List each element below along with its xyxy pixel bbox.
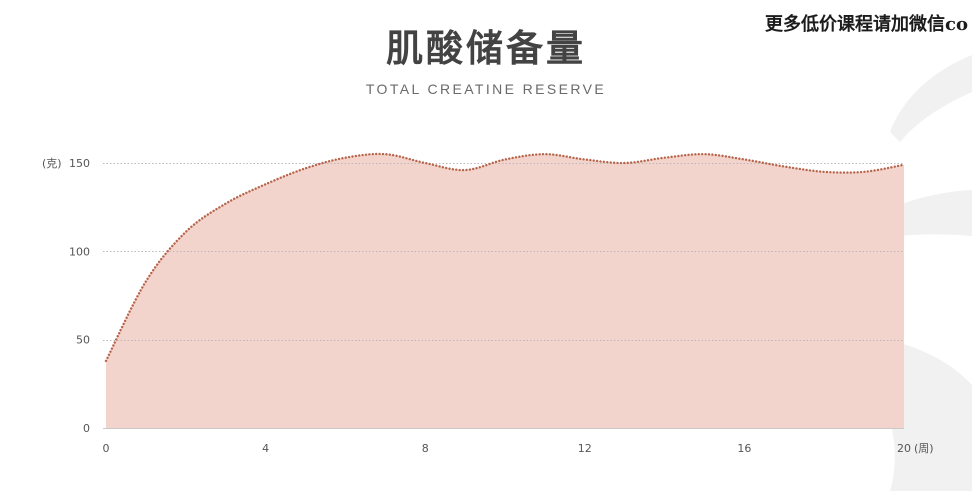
- series-area: [106, 153, 904, 429]
- watermark-text: 更多低价课程请加微信co: [765, 14, 968, 35]
- x-tick-label: 12: [578, 442, 592, 455]
- series-line: [104, 152, 906, 363]
- chart-title: 肌酸储备量: [386, 27, 586, 70]
- y-tick-label: 100: [69, 245, 90, 258]
- y-axis-unit-label: (克): [42, 157, 62, 170]
- grid-lines: [103, 163, 904, 429]
- x-tick-label: 16: [737, 442, 751, 455]
- brush-stroke-top: [890, 55, 972, 142]
- x-tick-label: 4: [262, 442, 269, 455]
- chart-subtitle: TOTAL CREATINE RESERVE: [365, 81, 607, 97]
- x-tick-label: 8: [422, 442, 429, 455]
- line-layer: [104, 152, 906, 363]
- x-axis-unit-label: (周): [914, 442, 934, 455]
- area-layer: [106, 153, 904, 429]
- x-tick-label: 20: [897, 442, 911, 455]
- y-tick-label: 150: [69, 157, 90, 170]
- watermark-container: 更多低价课程请加微信co: [765, 14, 972, 38]
- axis-labels: 0 50 100 150 0 4 8 12 16 20 (克) (周): [42, 157, 934, 455]
- y-tick-label: 50: [76, 334, 90, 347]
- y-tick-label: 0: [83, 422, 90, 435]
- x-tick-label: 0: [103, 442, 110, 455]
